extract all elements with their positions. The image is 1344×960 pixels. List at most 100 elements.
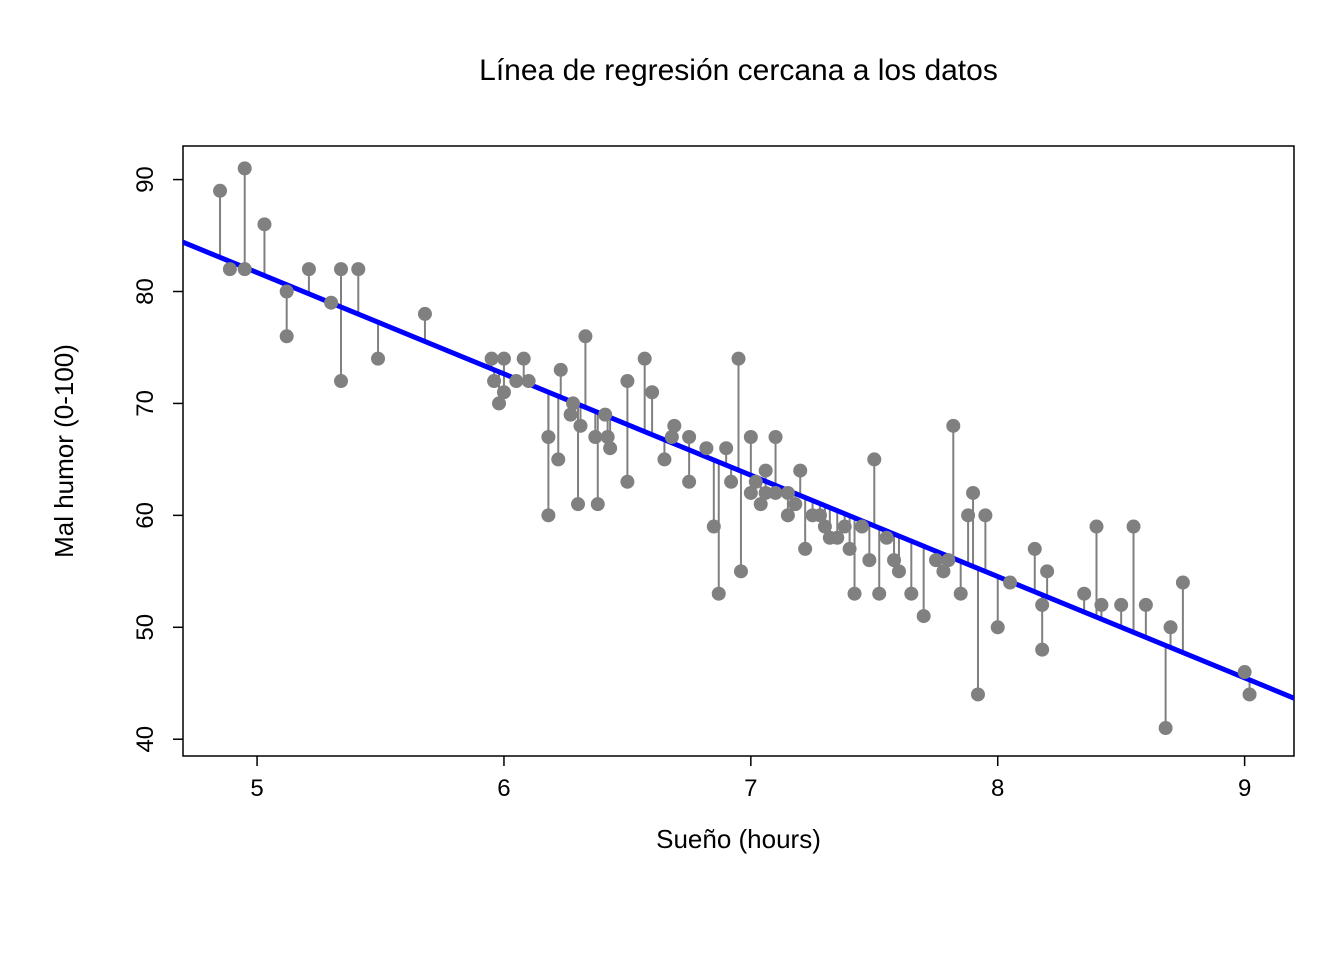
- data-point: [1003, 576, 1017, 590]
- data-point: [223, 262, 237, 276]
- data-point: [759, 464, 773, 478]
- data-point: [732, 352, 746, 366]
- data-point: [517, 352, 531, 366]
- x-axis-label: Sueño (hours): [656, 824, 821, 854]
- data-point: [302, 262, 316, 276]
- y-tick-label-group: 80: [132, 278, 159, 305]
- data-point: [257, 217, 271, 231]
- data-point: [638, 352, 652, 366]
- regression-chart: Línea de regresión cercana a los datos 5 6…: [0, 0, 1344, 960]
- data-point: [522, 374, 536, 388]
- data-point: [1035, 643, 1049, 657]
- data-point: [657, 452, 671, 466]
- data-point: [880, 531, 894, 545]
- data-point: [351, 262, 365, 276]
- y-tick-label-group: 40: [132, 726, 159, 753]
- y-axis-label-group: Mal humor (0-100): [49, 344, 79, 558]
- x-tick-label: 5: [250, 775, 263, 802]
- data-point: [872, 587, 886, 601]
- data-point: [862, 553, 876, 567]
- data-point: [571, 497, 585, 511]
- data-point: [588, 430, 602, 444]
- data-point: [280, 329, 294, 343]
- y-tick-label-group: 70: [132, 390, 159, 417]
- x-tick-label: 6: [497, 775, 510, 802]
- data-point: [238, 262, 252, 276]
- data-point: [707, 520, 721, 534]
- data-point: [904, 587, 918, 601]
- y-tick-label: 40: [132, 726, 159, 753]
- data-point: [682, 475, 696, 489]
- y-tick-label: 50: [132, 614, 159, 641]
- data-point: [991, 620, 1005, 634]
- data-point: [509, 374, 523, 388]
- y-tick-label: 90: [132, 166, 159, 193]
- y-tick-label-group: 90: [132, 166, 159, 193]
- data-point: [724, 475, 738, 489]
- data-point: [798, 542, 812, 556]
- data-point: [1040, 564, 1054, 578]
- data-point: [843, 542, 857, 556]
- data-point: [554, 363, 568, 377]
- data-point: [573, 419, 587, 433]
- y-tick-label: 60: [132, 502, 159, 529]
- data-point: [591, 497, 605, 511]
- data-point: [487, 374, 501, 388]
- data-point: [855, 520, 869, 534]
- data-point: [238, 161, 252, 175]
- data-point: [954, 587, 968, 601]
- x-tick-label: 8: [991, 775, 1004, 802]
- data-point: [1164, 620, 1178, 634]
- data-point: [1159, 721, 1173, 735]
- data-point: [867, 452, 881, 466]
- data-point: [603, 441, 617, 455]
- data-point: [1176, 576, 1190, 590]
- chart-background: [0, 0, 1344, 960]
- chart-svg: Línea de regresión cercana a los datos 5 6…: [0, 0, 1344, 960]
- data-point: [793, 464, 807, 478]
- data-point: [1238, 665, 1252, 679]
- x-tick-label: 7: [744, 775, 757, 802]
- y-tick-label: 80: [132, 278, 159, 305]
- data-point: [848, 587, 862, 601]
- data-point: [1243, 687, 1257, 701]
- data-point: [971, 687, 985, 701]
- data-point: [334, 374, 348, 388]
- data-point: [699, 441, 713, 455]
- data-point: [744, 430, 758, 444]
- data-point: [485, 352, 499, 366]
- data-point: [324, 296, 338, 310]
- chart-title: Línea de regresión cercana a los datos: [479, 54, 998, 87]
- data-point: [566, 396, 580, 410]
- data-point: [946, 419, 960, 433]
- data-point: [1127, 520, 1141, 534]
- data-point: [578, 329, 592, 343]
- data-point: [892, 564, 906, 578]
- data-point: [497, 352, 511, 366]
- x-tick-label: 9: [1238, 775, 1251, 802]
- data-point: [719, 441, 733, 455]
- data-point: [1089, 520, 1103, 534]
- y-tick-label-group: 50: [132, 614, 159, 641]
- data-point: [1139, 598, 1153, 612]
- data-point: [682, 430, 696, 444]
- data-point: [541, 508, 555, 522]
- data-point: [788, 497, 802, 511]
- data-point: [749, 475, 763, 489]
- data-point: [917, 609, 931, 623]
- data-point: [1114, 598, 1128, 612]
- data-point: [667, 419, 681, 433]
- data-point: [1035, 598, 1049, 612]
- data-point: [978, 508, 992, 522]
- data-point: [769, 430, 783, 444]
- data-point: [941, 553, 955, 567]
- data-point: [280, 285, 294, 299]
- data-point: [769, 486, 783, 500]
- data-point: [551, 452, 565, 466]
- data-point: [598, 408, 612, 422]
- data-point: [838, 520, 852, 534]
- data-point: [712, 587, 726, 601]
- data-point: [645, 385, 659, 399]
- data-point: [1077, 587, 1091, 601]
- data-point: [334, 262, 348, 276]
